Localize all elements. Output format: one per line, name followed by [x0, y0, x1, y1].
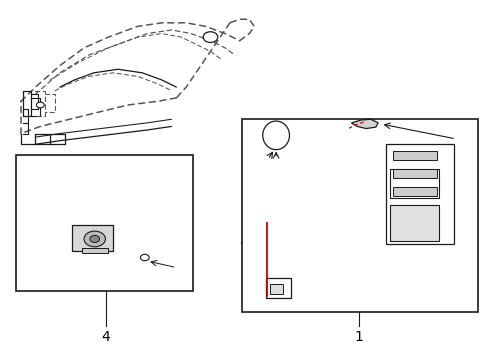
Text: 5: 5: [158, 263, 182, 278]
Bar: [16, 155, 193, 291]
Text: 5: 5: [177, 266, 185, 279]
Bar: [269, 284, 283, 294]
Circle shape: [140, 254, 149, 261]
Bar: [242, 119, 477, 312]
Text: 2: 2: [456, 132, 464, 146]
Bar: [72, 225, 113, 251]
Polygon shape: [351, 119, 377, 129]
Bar: [266, 278, 290, 298]
Text: 1: 1: [354, 330, 363, 344]
Text: 3: 3: [262, 157, 270, 171]
Bar: [389, 205, 438, 241]
Bar: [385, 144, 453, 244]
Circle shape: [90, 235, 100, 243]
Bar: [389, 169, 438, 198]
Text: 5: 5: [177, 266, 185, 280]
Bar: [81, 248, 108, 253]
Circle shape: [84, 231, 105, 247]
Circle shape: [36, 102, 44, 108]
Ellipse shape: [262, 121, 289, 150]
Bar: [392, 152, 436, 160]
Bar: [392, 169, 436, 178]
Text: 4: 4: [102, 330, 110, 344]
Bar: [392, 187, 436, 196]
Circle shape: [203, 32, 217, 42]
